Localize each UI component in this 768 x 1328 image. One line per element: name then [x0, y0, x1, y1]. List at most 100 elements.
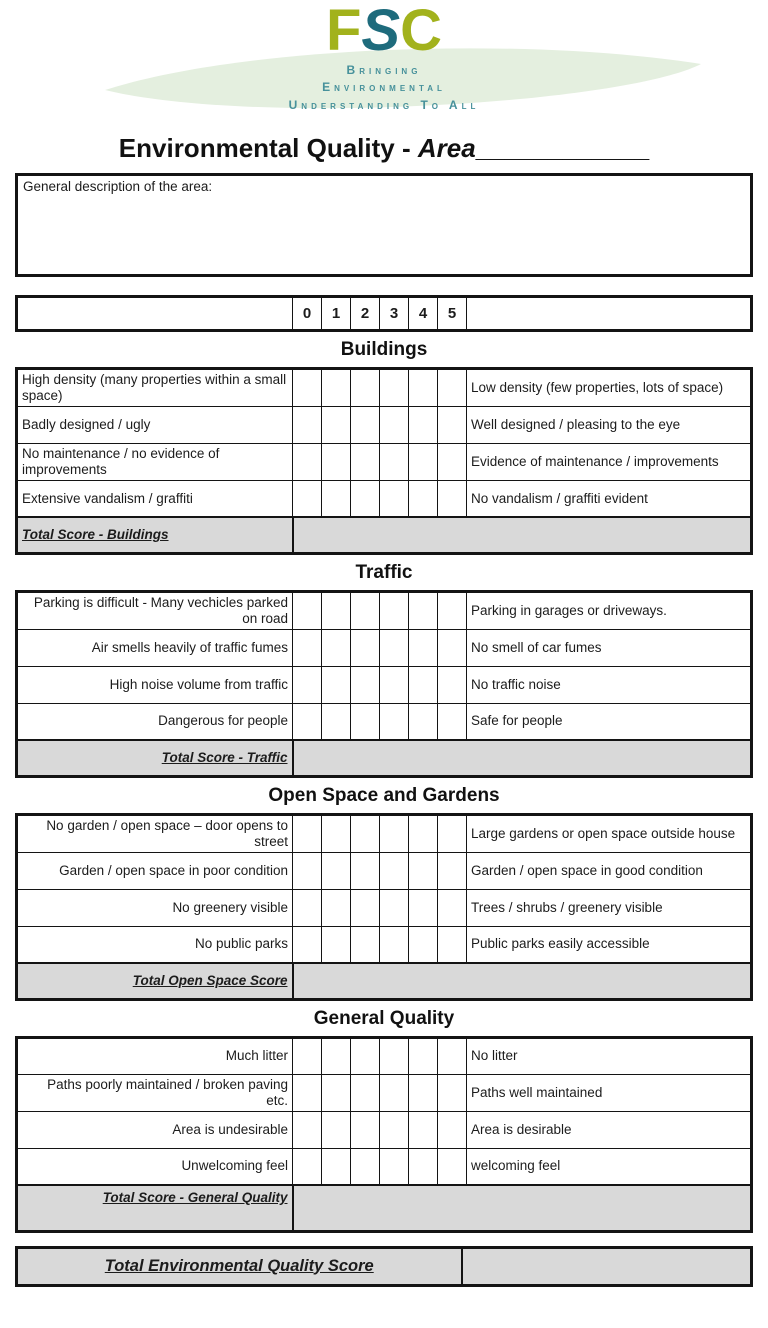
score-cell[interactable]: [292, 702, 322, 741]
score-cell[interactable]: [350, 925, 380, 964]
score-cell[interactable]: [350, 1073, 380, 1112]
score-cell[interactable]: [292, 368, 322, 407]
score-cell[interactable]: [350, 813, 380, 853]
score-cell[interactable]: [437, 442, 467, 481]
score-cell[interactable]: [408, 702, 438, 741]
score-cell[interactable]: [379, 1073, 409, 1112]
score-cell[interactable]: [408, 1036, 438, 1075]
score-cell[interactable]: [408, 590, 438, 630]
grand-total-score-box[interactable]: [461, 1246, 752, 1286]
score-cell[interactable]: [350, 479, 380, 518]
score-cell[interactable]: [379, 665, 409, 704]
score-cell[interactable]: [292, 1073, 322, 1112]
score-cell[interactable]: [437, 405, 467, 444]
score-cell[interactable]: [292, 665, 322, 704]
score-cell[interactable]: [350, 442, 380, 481]
score-cell[interactable]: [379, 590, 409, 630]
score-cell[interactable]: [379, 1147, 409, 1186]
score-cell[interactable]: [408, 1110, 438, 1149]
score-cell[interactable]: [321, 1110, 351, 1149]
score-cell[interactable]: [292, 590, 322, 630]
score-cell[interactable]: [350, 851, 380, 890]
score-cell[interactable]: [321, 702, 351, 741]
score-cell[interactable]: [292, 1036, 322, 1075]
score-cell[interactable]: [321, 1147, 351, 1186]
score-cell[interactable]: [350, 1147, 380, 1186]
score-cell[interactable]: [321, 888, 351, 927]
score-cell[interactable]: [379, 405, 409, 444]
score-cell[interactable]: [292, 479, 322, 518]
score-cell[interactable]: [408, 405, 438, 444]
score-cell[interactable]: [292, 888, 322, 927]
score-cell[interactable]: [350, 1036, 380, 1075]
score-cell[interactable]: [379, 813, 409, 853]
score-cell[interactable]: [321, 405, 351, 444]
score-cell[interactable]: [437, 1073, 467, 1112]
score-cell[interactable]: [437, 479, 467, 518]
score-cell[interactable]: [292, 1147, 322, 1186]
score-cell[interactable]: [321, 479, 351, 518]
score-cell[interactable]: [350, 405, 380, 444]
score-cell[interactable]: [379, 925, 409, 964]
score-cell[interactable]: [437, 1147, 467, 1186]
score-cell[interactable]: [437, 590, 467, 630]
score-cell[interactable]: [379, 851, 409, 890]
score-cell[interactable]: [437, 888, 467, 927]
score-cell[interactable]: [437, 628, 467, 667]
score-cell[interactable]: [350, 1110, 380, 1149]
score-cell[interactable]: [437, 813, 467, 853]
score-cell[interactable]: [379, 888, 409, 927]
score-cell[interactable]: [292, 405, 322, 444]
score-cell[interactable]: [350, 368, 380, 407]
score-cell[interactable]: [408, 1147, 438, 1186]
score-cell[interactable]: [437, 702, 467, 741]
score-cell[interactable]: [321, 1073, 351, 1112]
score-cell[interactable]: [408, 368, 438, 407]
score-cell[interactable]: [292, 628, 322, 667]
score-cell[interactable]: [408, 813, 438, 853]
score-cell[interactable]: [379, 442, 409, 481]
score-cell[interactable]: [321, 590, 351, 630]
score-cell[interactable]: [292, 813, 322, 853]
score-cell[interactable]: [408, 851, 438, 890]
score-cell[interactable]: [437, 665, 467, 704]
score-cell[interactable]: [408, 1073, 438, 1112]
score-cell[interactable]: [379, 628, 409, 667]
total-score-box[interactable]: [292, 516, 752, 554]
score-cell[interactable]: [408, 479, 438, 518]
score-cell[interactable]: [379, 702, 409, 741]
score-cell[interactable]: [321, 1036, 351, 1075]
score-cell[interactable]: [292, 1110, 322, 1149]
score-cell[interactable]: [408, 442, 438, 481]
score-cell[interactable]: [379, 368, 409, 407]
total-score-box[interactable]: [292, 962, 752, 1000]
score-cell[interactable]: [321, 442, 351, 481]
score-cell[interactable]: [350, 590, 380, 630]
score-cell[interactable]: [437, 368, 467, 407]
score-cell[interactable]: [350, 628, 380, 667]
score-cell[interactable]: [437, 1036, 467, 1075]
score-cell[interactable]: [292, 925, 322, 964]
score-cell[interactable]: [437, 1110, 467, 1149]
score-cell[interactable]: [408, 925, 438, 964]
total-score-box[interactable]: [292, 739, 752, 777]
score-cell[interactable]: [437, 925, 467, 964]
total-score-box[interactable]: [292, 1184, 752, 1232]
score-cell[interactable]: [321, 925, 351, 964]
general-description-box[interactable]: General description of the area:: [15, 173, 753, 277]
score-cell[interactable]: [350, 702, 380, 741]
score-cell[interactable]: [408, 665, 438, 704]
score-cell[interactable]: [379, 1036, 409, 1075]
score-cell[interactable]: [379, 479, 409, 518]
score-cell[interactable]: [321, 628, 351, 667]
score-cell[interactable]: [292, 442, 322, 481]
score-cell[interactable]: [321, 851, 351, 890]
score-cell[interactable]: [321, 813, 351, 853]
score-cell[interactable]: [408, 628, 438, 667]
score-cell[interactable]: [437, 851, 467, 890]
score-cell[interactable]: [292, 851, 322, 890]
score-cell[interactable]: [321, 368, 351, 407]
score-cell[interactable]: [321, 665, 351, 704]
score-cell[interactable]: [379, 1110, 409, 1149]
score-cell[interactable]: [350, 888, 380, 927]
